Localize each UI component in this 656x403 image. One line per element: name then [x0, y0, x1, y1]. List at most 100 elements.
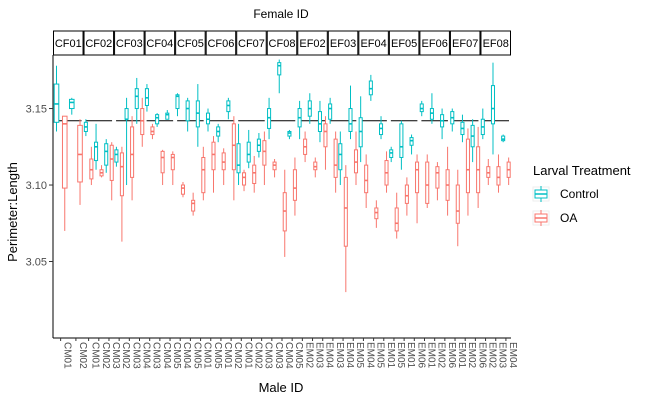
- facet-strip-label: CF06: [207, 38, 234, 50]
- box-oa: [435, 162, 440, 201]
- box-body: [317, 111, 322, 132]
- x-tick-label: EM04: [507, 342, 518, 369]
- facet-strip: [144, 30, 176, 56]
- box-oa: [221, 148, 226, 186]
- x-tick-label: EM02: [466, 342, 477, 369]
- x-tick-label: CM04: [181, 342, 192, 369]
- box-oa: [415, 154, 420, 224]
- box-control: [429, 93, 434, 124]
- facet-strip: [449, 30, 481, 56]
- box-control: [338, 131, 343, 186]
- y-tick-label: 3.15: [26, 104, 47, 116]
- box-oa: [374, 200, 379, 228]
- facet-strip-label: CF07: [238, 38, 265, 50]
- box-oa: [262, 131, 267, 186]
- box-control: [480, 108, 485, 140]
- x-tick-label: CM03: [151, 342, 162, 369]
- x-tick-label: EM03: [314, 342, 325, 369]
- facet-strip-label: CF04: [146, 38, 173, 50]
- facet-strip-label: EF06: [422, 38, 448, 50]
- box-control: [195, 84, 200, 147]
- facet-strip-label: EF03: [330, 38, 356, 50]
- facet-strip: [419, 30, 450, 56]
- facet-strip: [114, 30, 145, 56]
- box-control: [399, 120, 404, 170]
- box-body: [180, 184, 185, 195]
- x-tick-label: CM04: [141, 342, 152, 369]
- box-oa: [394, 192, 399, 239]
- box-body: [292, 169, 297, 201]
- x-tick-label: CM01: [90, 342, 101, 369]
- x-tick-label: EM03: [334, 342, 345, 369]
- box-oa: [465, 128, 470, 216]
- facet-strip: [175, 30, 206, 56]
- facet-strip: [53, 30, 84, 56]
- box-control: [328, 97, 333, 124]
- box-body: [364, 164, 369, 194]
- x-tick-label: EM01: [385, 342, 396, 369]
- legend-label: OA: [560, 211, 577, 225]
- y-tick-label: 3.10: [26, 180, 47, 192]
- facet-strip-label: EF07: [452, 38, 478, 50]
- box-oa: [109, 142, 114, 201]
- box-body: [328, 103, 333, 120]
- x-tick-label: EM04: [324, 342, 335, 369]
- x-tick-label: EM06: [446, 342, 457, 369]
- box-oa: [252, 155, 257, 193]
- box-body: [323, 123, 328, 148]
- x-tick-label: CM02: [232, 342, 243, 369]
- box-control: [490, 62, 496, 155]
- box-body: [425, 161, 430, 204]
- box-control: [419, 100, 424, 117]
- box-control: [379, 116, 384, 140]
- facet-strip-label: EF08: [483, 38, 509, 50]
- box-body: [455, 184, 460, 224]
- x-tick-label: CM02: [100, 342, 111, 369]
- legend: Larval Treatment Control OA: [532, 163, 631, 226]
- box-control: [358, 96, 363, 163]
- x-tick-label: CM03: [130, 342, 141, 369]
- box-oa: [353, 131, 359, 186]
- box-oa: [323, 116, 328, 170]
- x-tick-label: EM05: [395, 342, 406, 369]
- box-control: [501, 134, 506, 143]
- box-control: [348, 85, 353, 140]
- box-oa: [242, 169, 247, 192]
- box-control: [256, 133, 261, 158]
- legend-entry-control: Control: [532, 186, 599, 202]
- x-tick-label: EM01: [425, 342, 436, 369]
- box-body: [333, 138, 338, 178]
- box-oa: [211, 136, 216, 193]
- box-body: [185, 100, 190, 122]
- facet-strip: [205, 30, 237, 56]
- x-tick-label: EM04: [344, 342, 355, 369]
- box-control: [246, 129, 251, 169]
- box-control: [94, 123, 99, 170]
- box-oa: [119, 146, 124, 242]
- x-tick-label: CM04: [161, 342, 172, 369]
- x-tick-label: CM04: [283, 342, 294, 369]
- box-control: [368, 74, 373, 101]
- box-body: [160, 150, 165, 174]
- x-tick-label: EM06: [476, 342, 487, 369]
- box-control: [134, 77, 139, 124]
- box-body: [68, 98, 75, 110]
- legend-label: Control: [560, 187, 599, 201]
- box-control: [83, 119, 88, 137]
- box-control: [53, 65, 60, 132]
- box-oa: [191, 192, 196, 216]
- box-body: [231, 123, 236, 171]
- box-body: [343, 176, 348, 247]
- box-body: [399, 123, 404, 158]
- x-tick-label: EM06: [415, 342, 426, 369]
- box-body: [246, 141, 251, 163]
- x-tick-label: CM05: [171, 342, 182, 369]
- box-control: [277, 59, 282, 94]
- facet-strip-label: CF05: [177, 38, 204, 50]
- x-tick-label: CM02: [252, 342, 263, 369]
- box-oa: [231, 116, 236, 201]
- box-control: [175, 93, 180, 117]
- box-oa: [201, 146, 206, 201]
- facet-title: Female ID: [253, 7, 309, 21]
